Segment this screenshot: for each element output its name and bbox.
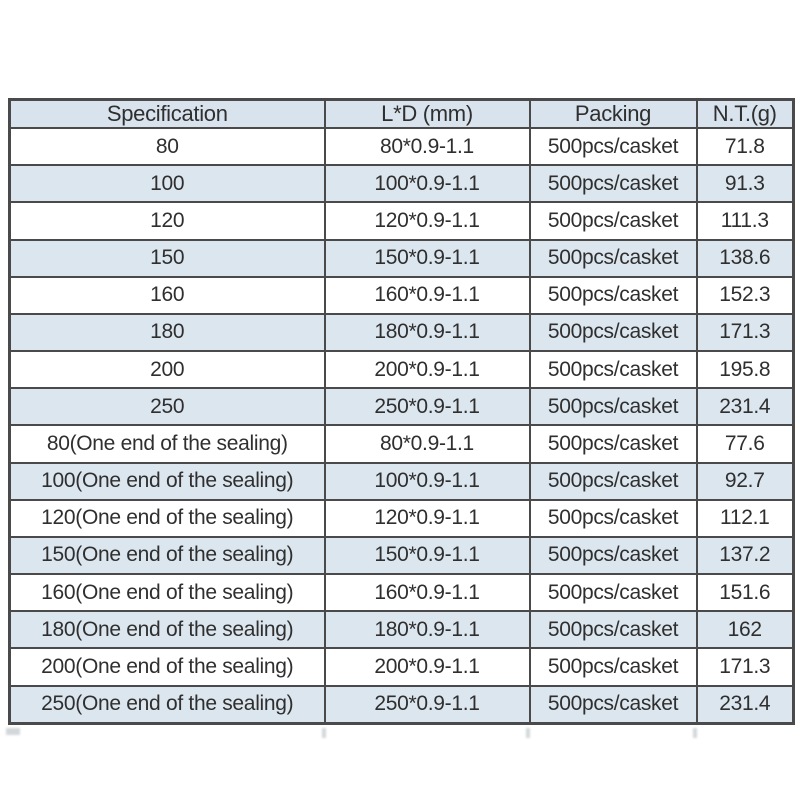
cell-packing: 500pcs/casket [528,535,698,576]
cell-ld: 250*0.9-1.1 [323,387,531,427]
cell-packing: 500pcs/casket [528,238,698,278]
cell-nt: 151.6 [695,573,795,613]
artifact-stub [322,728,326,738]
cell-packing: 500pcs/casket [528,647,698,687]
cell-ld: 80*0.9-1.1 [323,126,531,167]
cell-nt: 171.3 [695,647,795,687]
cell-nt: 77.6 [695,424,795,464]
cell-ld: 80*0.9-1.1 [323,424,531,464]
artifact-stub [6,728,20,735]
cell-ld: 120*0.9-1.1 [323,498,531,538]
cell-ld: 250*0.9-1.1 [323,684,531,725]
cell-packing: 500pcs/casket [528,126,698,167]
cell-nt: 171.3 [695,312,795,353]
cell-specification: 200(One end of the sealing) [8,647,326,687]
cell-ld: 100*0.9-1.1 [323,164,531,204]
cell-ld: 150*0.9-1.1 [323,535,531,576]
table-row: 120 120*0.9-1.1 500pcs/casket 111.3 [8,201,795,241]
cell-specification: 200 [8,350,326,390]
cell-ld: 150*0.9-1.1 [323,238,531,278]
cell-specification: 180(One end of the sealing) [8,610,326,650]
cell-specification: 100(One end of the sealing) [8,461,326,501]
cell-nt: 112.1 [695,498,795,538]
cell-specification: 180 [8,312,326,353]
header-ld-mm: L*D (mm) [323,98,531,129]
cell-nt: 138.6 [695,238,795,278]
cell-packing: 500pcs/casket [528,350,698,390]
cell-nt: 231.4 [695,684,795,725]
table-header-row: Specification L*D (mm) Packing N.T.(g) [8,98,795,129]
cell-specification: 160(One end of the sealing) [8,573,326,613]
cell-nt: 71.8 [695,126,795,167]
table-row: 180(One end of the sealing) 180*0.9-1.1 … [8,610,795,650]
cell-ld: 120*0.9-1.1 [323,201,531,241]
cell-specification: 80(One end of the sealing) [8,424,326,464]
cell-ld: 160*0.9-1.1 [323,275,531,315]
cell-ld: 200*0.9-1.1 [323,350,531,390]
header-nt-g: N.T.(g) [695,98,795,129]
cell-ld: 200*0.9-1.1 [323,647,531,687]
cell-ld: 180*0.9-1.1 [323,312,531,353]
table-row: 100 100*0.9-1.1 500pcs/casket 91.3 [8,164,795,204]
artifact-stub [693,728,697,738]
table-row: 120(One end of the sealing) 120*0.9-1.1 … [8,498,795,538]
cell-packing: 500pcs/casket [528,684,698,725]
table-row: 160 160*0.9-1.1 500pcs/casket 152.3 [8,275,795,315]
table-row: 100(One end of the sealing) 100*0.9-1.1 … [8,461,795,501]
cell-ld: 160*0.9-1.1 [323,573,531,613]
table-row: 250(One end of the sealing) 250*0.9-1.1 … [8,684,795,725]
cell-packing: 500pcs/casket [528,610,698,650]
cell-nt: 231.4 [695,387,795,427]
cell-packing: 500pcs/casket [528,424,698,464]
cell-specification: 250(One end of the sealing) [8,684,326,725]
cell-nt: 92.7 [695,461,795,501]
cell-specification: 80 [8,126,326,167]
cell-nt: 162 [695,610,795,650]
cell-packing: 500pcs/casket [528,498,698,538]
cell-specification: 150(One end of the sealing) [8,535,326,576]
cell-specification: 100 [8,164,326,204]
cell-packing: 500pcs/casket [528,201,698,241]
cell-nt: 137.2 [695,535,795,576]
header-packing: Packing [528,98,698,129]
table-row: 200(One end of the sealing) 200*0.9-1.1 … [8,647,795,687]
cell-nt: 91.3 [695,164,795,204]
cell-specification: 160 [8,275,326,315]
cell-specification: 120(One end of the sealing) [8,498,326,538]
cell-specification: 120 [8,201,326,241]
cell-ld: 180*0.9-1.1 [323,610,531,650]
cell-packing: 500pcs/casket [528,164,698,204]
table-row: 80(One end of the sealing) 80*0.9-1.1 50… [8,424,795,464]
cell-packing: 500pcs/casket [528,312,698,353]
cell-specification: 150 [8,238,326,278]
table-row: 250 250*0.9-1.1 500pcs/casket 231.4 [8,387,795,427]
table-row: 80 80*0.9-1.1 500pcs/casket 71.8 [8,126,795,167]
table-row: 150(One end of the sealing) 150*0.9-1.1 … [8,535,795,576]
table-row: 160(One end of the sealing) 160*0.9-1.1 … [8,573,795,613]
cell-packing: 500pcs/casket [528,275,698,315]
table-row: 150 150*0.9-1.1 500pcs/casket 138.6 [8,238,795,278]
table-row: 200 200*0.9-1.1 500pcs/casket 195.8 [8,350,795,390]
cell-packing: 500pcs/casket [528,387,698,427]
cell-ld: 100*0.9-1.1 [323,461,531,501]
cell-specification: 250 [8,387,326,427]
cell-packing: 500pcs/casket [528,573,698,613]
table-row: 180 180*0.9-1.1 500pcs/casket 171.3 [8,312,795,353]
header-specification: Specification [8,98,326,129]
cell-nt: 152.3 [695,275,795,315]
cell-nt: 195.8 [695,350,795,390]
cell-packing: 500pcs/casket [528,461,698,501]
artifact-stub [526,728,530,738]
cell-nt: 111.3 [695,201,795,241]
specification-table: Specification L*D (mm) Packing N.T.(g) 8… [8,98,795,725]
